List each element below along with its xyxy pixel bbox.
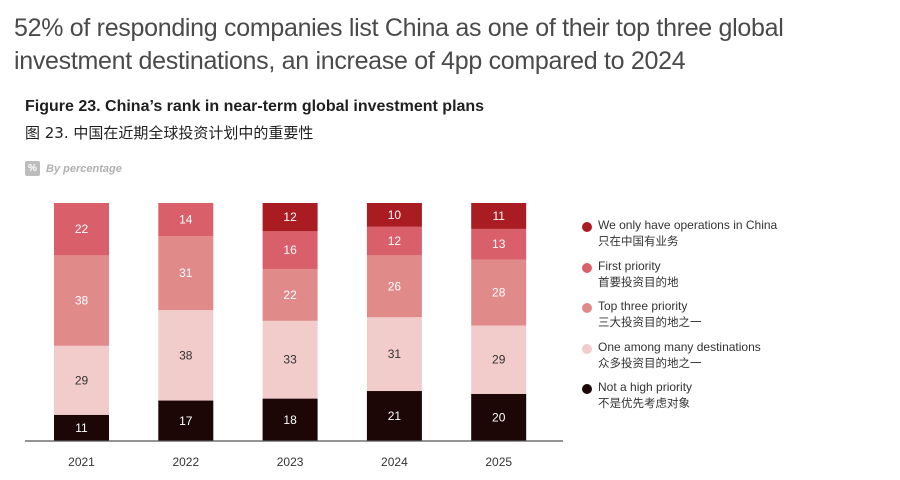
legend-swatch-icon xyxy=(582,222,592,232)
data-label-2022-s3: 14 xyxy=(179,213,193,227)
data-label-2024-s2: 26 xyxy=(388,279,402,293)
data-label-2021-s2: 38 xyxy=(75,294,89,308)
data-label-2023-s4: 12 xyxy=(283,210,297,224)
data-label-2024-s0: 21 xyxy=(388,409,402,423)
data-label-2022-s2: 31 xyxy=(179,266,193,280)
legend-label-cn: 三大投资目的地之一 xyxy=(598,315,702,329)
data-label-2021-s1: 29 xyxy=(75,373,89,387)
x-tick-label-2022: 2022 xyxy=(172,455,199,469)
unit-label: By percentage xyxy=(46,162,122,175)
bar-segment-2023-s4 xyxy=(262,203,318,232)
bar-segment-2022-s1 xyxy=(158,310,214,401)
x-tick-label-2023: 2023 xyxy=(277,455,304,469)
legend-label: We only have operations in China xyxy=(598,218,778,232)
legend-label-cn: 首要投资目的地 xyxy=(598,274,679,289)
x-tick-label-2025: 2025 xyxy=(485,455,512,469)
headline: 52% of responding companies list China a… xyxy=(14,14,784,75)
bar-segment-2021-s3 xyxy=(54,203,109,256)
legend-label: One among many destinations xyxy=(598,339,761,354)
legend-item: Top three priority 三大投资目的地之一 xyxy=(582,299,777,340)
bar-segment-2024-s3 xyxy=(366,226,422,256)
bar-segment-2025-s0 xyxy=(471,393,527,441)
data-label-2024-s1: 31 xyxy=(388,347,402,361)
data-label-2025-s3: 13 xyxy=(492,237,506,251)
data-label-2022-s1: 38 xyxy=(179,348,193,362)
legend: We only have operations in China 只在中国有业务 F… xyxy=(582,218,777,421)
legend-label: Not a high priority xyxy=(598,380,693,394)
legend-item: First priority 首要投资目的地 xyxy=(582,259,777,300)
legend-item: We only have operations in China 只在中国有业务 xyxy=(582,218,777,259)
bar-segment-2022-s2 xyxy=(158,236,214,311)
data-label-2025-s4: 11 xyxy=(492,209,505,223)
data-label-2023-s3: 16 xyxy=(283,243,297,257)
bar-segment-2023-s1 xyxy=(262,320,318,399)
data-label-2021-s0: 11 xyxy=(75,421,88,435)
bar-segment-2021-s1 xyxy=(54,345,109,415)
data-label-2025-s0: 20 xyxy=(492,410,506,424)
data-label-2024-s4: 10 xyxy=(388,208,402,222)
figure-title: Figure 23. China’s rank in near-term glo… xyxy=(25,98,485,115)
bar-segment-2024-s2 xyxy=(366,255,422,318)
x-tick-label-2024: 2024 xyxy=(381,455,408,469)
bar-segment-2024-s0 xyxy=(366,391,422,441)
bar-segment-2025-s1 xyxy=(471,325,527,394)
bars-group: 11 29 38 22 17 38 31 14 18 33 22 16 12 21 31 26 12 10 20 29… xyxy=(54,203,527,441)
bar-segment-2021-s2 xyxy=(54,255,109,346)
legend-swatch-icon xyxy=(582,303,592,313)
percent-icon: % xyxy=(25,161,40,176)
legend-label-cn: 众多投资目的地之一 xyxy=(598,355,702,370)
legend-label-cn: 不是优先考虑对象 xyxy=(598,396,690,410)
data-label-2023-s1: 33 xyxy=(283,353,297,367)
figure-title-cn: 图 23. 中国在近期全球投资计划中的重要性 xyxy=(25,124,314,142)
legend-label: First priority xyxy=(598,258,661,273)
legend-item: One among many destinations 众多投资目的地之一 xyxy=(582,340,777,381)
legend-swatch-icon xyxy=(582,343,592,354)
bar-segment-2023-s2 xyxy=(262,268,318,321)
legend-swatch-icon xyxy=(582,262,592,273)
bar-segment-2025-s3 xyxy=(471,228,527,260)
data-label-2022-s0: 17 xyxy=(179,414,193,428)
x-tick-label-2021: 2021 xyxy=(68,455,95,469)
unit-indicator: % By percentage xyxy=(25,161,122,176)
bar-segment-2024-s4 xyxy=(366,203,422,227)
data-label-2024-s3: 12 xyxy=(388,234,402,248)
bar-segment-2023-s3 xyxy=(262,231,318,269)
data-label-2023-s2: 22 xyxy=(283,288,297,302)
bar-segment-2022-s0 xyxy=(158,400,214,441)
x-axis-ticks: 2021 2022 2023 2024 2025 xyxy=(68,455,512,469)
bar-segment-2022-s3 xyxy=(158,203,214,237)
bar-segment-2023-s0 xyxy=(262,398,318,441)
bar-segment-2024-s1 xyxy=(366,317,422,392)
data-label-2025-s2: 28 xyxy=(492,286,506,300)
data-label-2025-s1: 29 xyxy=(492,353,506,367)
bar-segment-2025-s2 xyxy=(471,259,527,326)
data-label-2023-s0: 18 xyxy=(283,413,297,427)
legend-label: Top three priority xyxy=(598,299,688,313)
bar-segment-2021-s0 xyxy=(54,414,109,441)
legend-item: Not a high priority 不是优先考虑对象 xyxy=(582,380,777,421)
data-label-2021-s3: 22 xyxy=(75,222,89,236)
legend-swatch-icon xyxy=(582,384,592,394)
legend-label-cn: 只在中国有业务 xyxy=(598,234,679,248)
bar-segment-2025-s4 xyxy=(471,203,527,229)
